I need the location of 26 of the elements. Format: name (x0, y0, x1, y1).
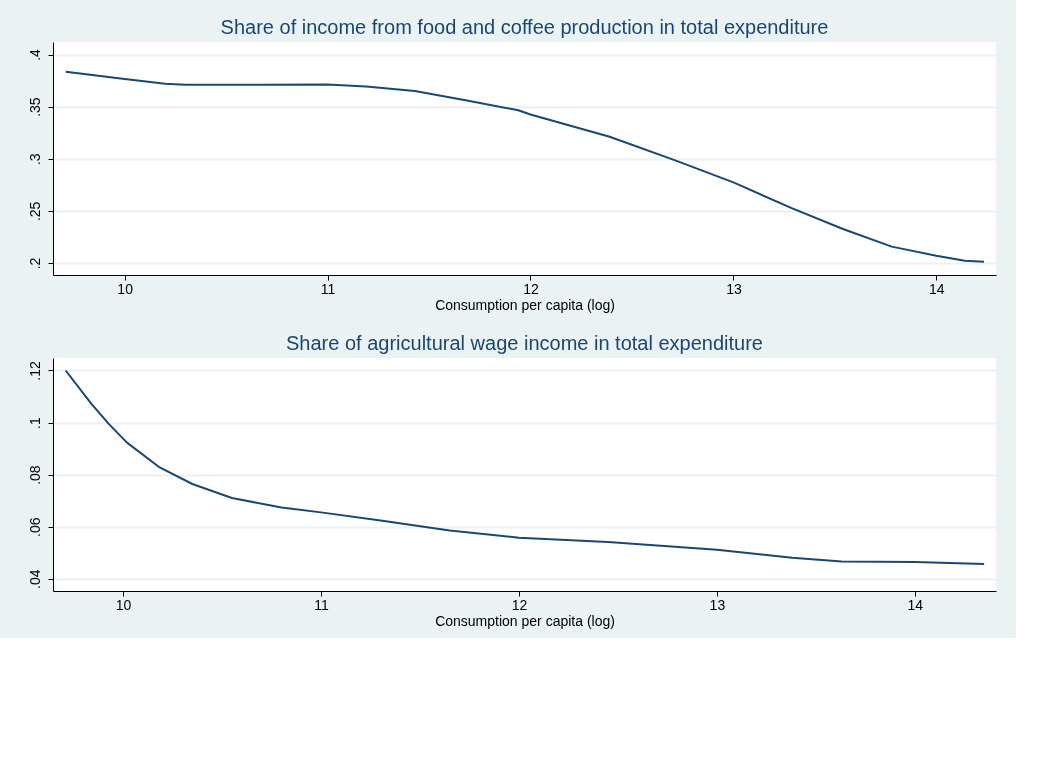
chart-title: Share of agricultural wage income in total expenditure (286, 332, 763, 354)
y-tick-label: .3 (26, 153, 43, 166)
x-tick-label: 13 (726, 280, 742, 297)
x-tick-label: 11 (314, 596, 329, 613)
x-tick-label: 13 (709, 596, 726, 613)
x-axis-title: Consumption per capita (log) (435, 296, 615, 313)
y-tick-label: .06 (26, 517, 43, 537)
x-axis-title: Consumption per capita (log) (435, 612, 615, 629)
x-tick-label: 14 (907, 596, 924, 613)
y-tick-label: .08 (26, 465, 43, 485)
line-series (64, 369, 986, 565)
x-tick-label: 10 (117, 280, 134, 297)
y-tick-label: .4 (26, 48, 43, 61)
x-tick-label: 10 (115, 596, 132, 613)
y-tick-label: .12 (26, 361, 43, 381)
x-tick-label: 14 (929, 280, 945, 297)
chart-title: Share of income from food and coffee production in total expenditure (220, 16, 829, 38)
y-tick-label: .04 (26, 569, 43, 589)
y-tick-label: .1 (26, 417, 43, 429)
y-tick-label: .2 (26, 257, 43, 270)
line-series (64, 70, 986, 263)
y-tick-label: .35 (26, 97, 43, 117)
x-tick-label: 12 (511, 596, 528, 613)
x-tick-label: 11 (320, 280, 336, 297)
x-tick-label: 12 (523, 280, 539, 297)
y-tick-label: .25 (26, 201, 43, 222)
